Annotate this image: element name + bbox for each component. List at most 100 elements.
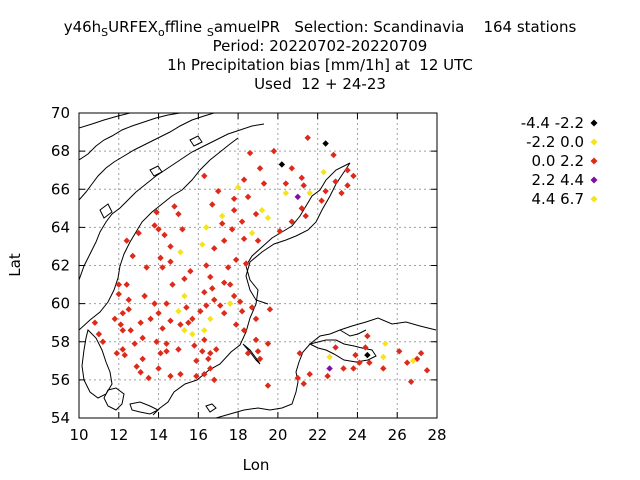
station-point (340, 365, 347, 372)
station-point (244, 193, 252, 201)
station-point (417, 349, 425, 357)
station-point (356, 359, 363, 366)
station-point (117, 321, 124, 328)
plot-frame (78, 112, 438, 419)
station-point (380, 353, 387, 361)
station-point (230, 292, 238, 300)
station-point (119, 346, 126, 353)
station-point (330, 151, 337, 159)
station-point (266, 306, 274, 313)
station-point (242, 260, 250, 267)
station-point (121, 351, 128, 359)
station-point (153, 208, 160, 216)
station-point (240, 176, 248, 183)
station-point (139, 355, 146, 363)
y-axis-label: Lat (6, 253, 24, 277)
station-point (167, 243, 174, 250)
station-point (157, 349, 164, 357)
station-point (211, 296, 218, 304)
station-point (213, 346, 220, 353)
station-point (294, 193, 301, 201)
y-tick-label: 54 (51, 409, 70, 427)
legend-marker (590, 195, 598, 203)
x-tick-label: 22 (308, 426, 327, 444)
station-point (199, 241, 206, 248)
station-point (155, 309, 162, 317)
station-point (185, 319, 192, 326)
station-point (270, 147, 278, 155)
station-point (113, 349, 120, 357)
station-point (320, 168, 327, 176)
y-tick-label: 68 (51, 142, 70, 160)
x-tick-label: 26 (388, 426, 407, 444)
station-point (153, 338, 160, 345)
station-point (215, 187, 222, 195)
station-point (318, 197, 325, 204)
station-point (123, 281, 130, 288)
station-point (131, 340, 138, 347)
station-point (201, 370, 208, 378)
legend-label: 2.2 4.4 (532, 171, 584, 189)
station-point (264, 340, 272, 347)
station-point (119, 327, 126, 334)
x-tick-label: 14 (149, 426, 168, 444)
station-point (344, 182, 351, 189)
station-point (300, 182, 307, 189)
station-point (193, 357, 200, 365)
station-point (403, 359, 411, 366)
station-point (306, 189, 313, 197)
y-axis-ticks: 54 56 58 60 62 64 66 68 70 (51, 104, 437, 427)
station-point (157, 254, 164, 262)
station-point (276, 227, 284, 235)
y-tick-label: 62 (51, 257, 70, 275)
station-point (260, 180, 268, 187)
station-point (203, 262, 210, 269)
station-point (177, 248, 184, 256)
station-point (252, 336, 260, 344)
station-point (224, 264, 232, 271)
station-point (256, 165, 264, 172)
y-tick-label: 58 (51, 333, 70, 351)
station-point (396, 348, 403, 355)
station-point (155, 365, 162, 372)
station-point (254, 348, 262, 355)
station-point (143, 264, 150, 271)
station-point (201, 172, 208, 180)
x-tick-label: 20 (268, 426, 287, 444)
station-point (151, 222, 158, 229)
station-point (238, 308, 246, 315)
station-point (288, 218, 296, 225)
station-point (197, 308, 204, 315)
station-point (187, 268, 194, 275)
station-point (127, 327, 134, 334)
station-point (201, 336, 208, 344)
x-tick-label: 10 (69, 426, 88, 444)
station-point (161, 231, 168, 239)
station-point (282, 180, 290, 187)
station-point (332, 344, 339, 351)
station-point (366, 359, 373, 366)
station-point (344, 166, 351, 174)
station-point (338, 189, 345, 197)
station-point (177, 321, 184, 328)
station-point (296, 349, 303, 357)
station-point (326, 365, 333, 372)
station-point (246, 149, 254, 157)
station-point (175, 346, 182, 353)
station-point (159, 325, 166, 332)
station-point (252, 315, 260, 323)
station-point (203, 302, 210, 309)
station-point (256, 355, 264, 363)
station-point (171, 203, 178, 210)
station-point (332, 178, 339, 185)
station-point (115, 281, 122, 288)
grid-lines (79, 113, 437, 418)
station-point (179, 226, 186, 233)
station-point (264, 214, 272, 222)
legend-label: 0.0 2.2 (532, 152, 584, 170)
station-point (252, 210, 260, 218)
station-point (209, 201, 216, 208)
station-point (226, 281, 234, 288)
station-point (193, 372, 200, 380)
